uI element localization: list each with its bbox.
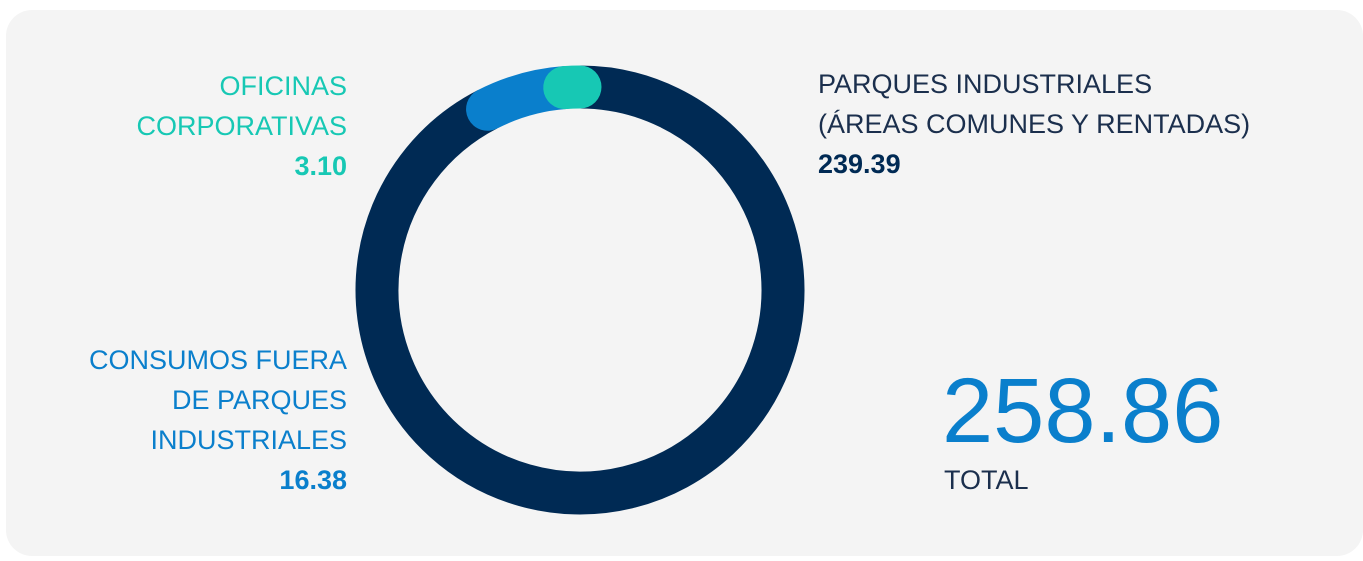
segment-label: OFICINAS CORPORATIVAS 3.10 [136, 66, 347, 186]
category-label: OFICINAS CORPORATIVAS [136, 71, 347, 141]
donut-segment [355, 65, 805, 515]
value-label: 16.38 [279, 465, 347, 495]
total-label: TOTAL [944, 465, 1029, 495]
value-label: 239.39 [818, 149, 901, 179]
value-label: 3.10 [294, 151, 347, 181]
segment-label: CONSUMOS FUERA DE PARQUES INDUSTRIALES 1… [89, 340, 347, 500]
segment-label: PARQUES INDUSTRIALES (ÁREAS COMUNES Y RE… [818, 64, 1250, 184]
total-value: 258.86 [942, 360, 1224, 462]
category-label: CONSUMOS FUERA DE PARQUES INDUSTRIALES [88, 345, 347, 455]
category-label: PARQUES INDUSTRIALES (ÁREAS COMUNES Y RE… [818, 69, 1251, 139]
donut-segment [543, 65, 602, 110]
